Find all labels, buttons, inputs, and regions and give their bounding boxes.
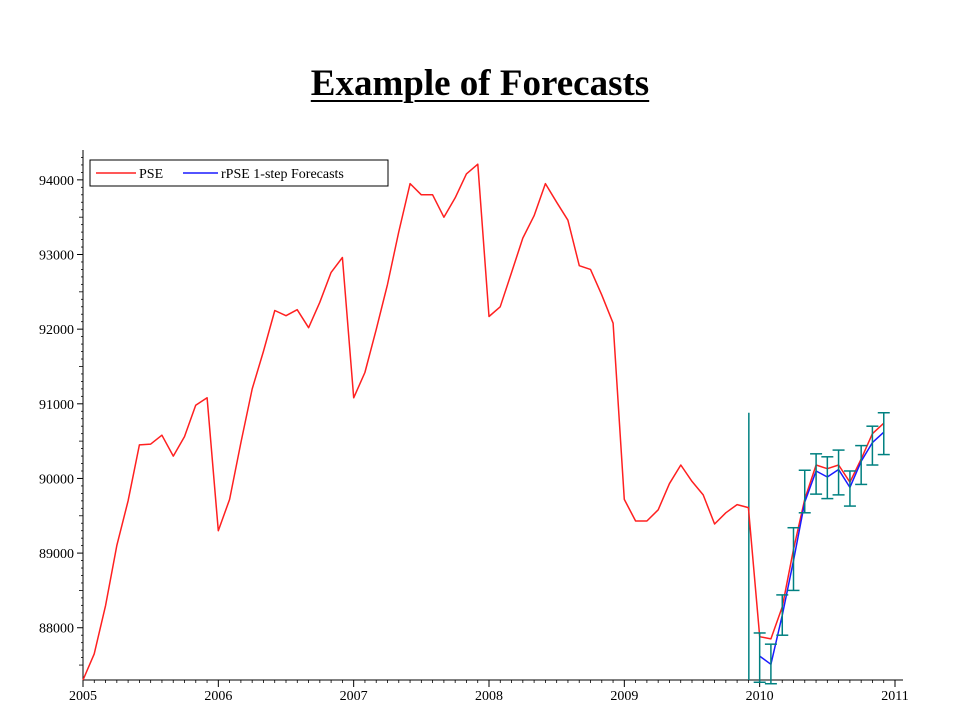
chart-marks	[82, 163, 890, 685]
x-tick-label: 2009	[610, 689, 638, 704]
x-tick-label: 2006	[204, 689, 232, 704]
x-tick-label: 2007	[340, 689, 368, 704]
chart-legend: PSE rPSE 1-step Forecasts	[89, 159, 389, 187]
x-tick-label: 2005	[69, 689, 97, 704]
x-tick-label: 2008	[475, 689, 503, 704]
y-tick-label: 93000	[39, 249, 74, 264]
y-tick-label: 90000	[39, 472, 74, 487]
y-tick-label: 91000	[39, 398, 74, 413]
legend-label-pse: PSE	[139, 167, 163, 182]
y-tick-label: 94000	[39, 174, 74, 189]
pse-series-line	[82, 163, 885, 681]
legend-box	[89, 159, 389, 187]
y-tick-label: 92000	[39, 323, 74, 338]
x-tick-label: 2011	[881, 689, 908, 704]
forecast-series-line	[759, 431, 885, 666]
legend-label-forecast: rPSE 1-step Forecasts	[221, 167, 344, 182]
y-tick-label: 89000	[39, 547, 74, 562]
slide-title: Example of Forecasts	[310, 63, 650, 104]
x-tick-label: 2010	[746, 689, 774, 704]
y-tick-label: 88000	[39, 622, 74, 637]
chart-axes: 88000 89000 90000 91000 92000 93000 94000 2005 2…	[39, 150, 909, 704]
